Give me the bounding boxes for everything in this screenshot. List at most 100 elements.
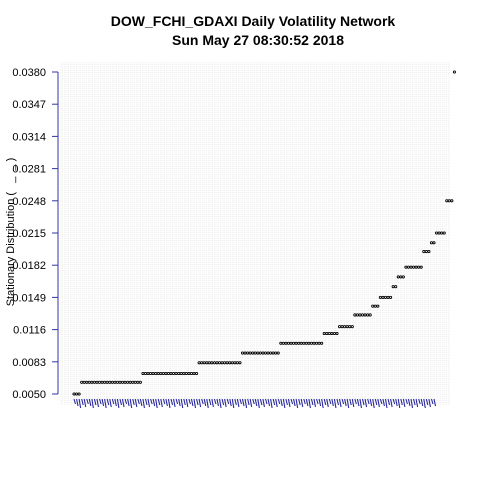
x-tick-label — [272, 398, 276, 406]
x-tick-label — [198, 398, 202, 408]
x-axis — [73, 398, 437, 409]
data-point — [376, 304, 380, 308]
x-tick-label — [78, 398, 82, 409]
x-tick-label — [218, 398, 222, 409]
x-tick-label — [99, 398, 102, 405]
data-point — [320, 341, 324, 345]
x-tick-label — [152, 398, 156, 407]
x-tick-label — [239, 398, 242, 405]
x-tick-label — [224, 398, 227, 408]
x-tick-label — [96, 398, 100, 408]
x-tick-label — [285, 398, 288, 406]
x-tick-label — [356, 398, 360, 407]
data-point — [368, 313, 372, 317]
y-tick-label: 0.0182 — [12, 260, 46, 272]
x-tick-label — [234, 398, 237, 406]
x-tick-label — [201, 398, 204, 405]
x-tick-label — [262, 398, 265, 408]
x-tick-label — [354, 398, 357, 405]
x-tick-label — [231, 398, 235, 409]
x-tick-label — [175, 398, 179, 405]
x-tick-label — [137, 398, 140, 405]
x-tick-label — [142, 398, 145, 409]
x-tick-label — [369, 398, 373, 407]
x-tick-label — [290, 398, 294, 405]
x-tick-label — [119, 398, 122, 406]
x-tick-label — [328, 398, 332, 405]
x-tick-label — [241, 398, 245, 407]
x-tick-label — [318, 398, 322, 407]
y-tick-label: 0.0116 — [13, 325, 46, 337]
y-tick-label: 0.0380 — [12, 67, 46, 79]
x-tick-label — [349, 398, 352, 406]
x-tick-label — [387, 398, 391, 406]
plot-background — [60, 62, 450, 405]
x-tick-label — [364, 398, 368, 408]
x-tick-label — [415, 398, 419, 408]
data-point — [389, 295, 393, 299]
x-tick-label — [88, 398, 92, 407]
y-axis: 0.0050 0.0083 0.0116 0.0149 0.0182 0.0215 0.02… — [12, 67, 59, 401]
x-tick-label — [308, 398, 311, 409]
x-tick-label — [183, 398, 186, 406]
x-tick-label — [213, 398, 217, 405]
x-tick-label — [211, 398, 214, 408]
x-tick-label — [410, 398, 414, 409]
x-tick-label — [129, 398, 133, 409]
data-point — [194, 371, 199, 376]
x-tick-label — [116, 398, 120, 409]
x-tick-label — [298, 398, 301, 406]
x-tick-label — [361, 398, 365, 406]
x-tick-label — [132, 398, 135, 406]
x-tick-label — [167, 398, 171, 409]
x-tick-label — [397, 398, 401, 409]
x-tick-label — [331, 398, 334, 407]
x-tick-label — [270, 398, 273, 409]
x-tick-label — [229, 398, 232, 407]
x-tick-label — [264, 398, 268, 405]
y-tick-label: 0.0347 — [12, 99, 46, 111]
x-tick-label — [341, 398, 345, 405]
x-tick-label — [221, 398, 225, 406]
x-tick-label — [139, 398, 143, 407]
x-tick-label — [216, 398, 220, 407]
x-tick-label — [121, 398, 125, 408]
x-tick-label — [106, 398, 110, 406]
x-tick-label — [267, 398, 271, 407]
data-point — [452, 70, 456, 74]
x-tick-label — [277, 398, 281, 405]
x-tick-label — [114, 398, 117, 407]
x-tick-label — [162, 398, 166, 405]
x-tick-label — [418, 398, 421, 405]
x-tick-label — [259, 398, 263, 406]
x-tick-label — [293, 398, 296, 407]
x-tick-label — [333, 398, 337, 409]
x-tick-label — [305, 398, 309, 407]
x-tick-label — [420, 398, 424, 407]
x-tick-label — [303, 398, 306, 405]
x-tick-label — [247, 398, 250, 406]
x-tick-label — [359, 398, 362, 409]
y-tick-label: 0.0149 — [12, 292, 46, 304]
x-tick-label — [134, 398, 138, 408]
x-tick-label — [178, 398, 181, 407]
x-tick-label — [86, 398, 89, 405]
x-tick-label — [208, 398, 212, 406]
data-point — [401, 275, 405, 279]
x-tick-label — [336, 398, 340, 406]
x-tick-label — [379, 398, 383, 405]
x-tick-label — [257, 398, 260, 409]
y-axis-label: Stationary Distribution ( _ _ ) — [5, 158, 17, 307]
x-tick-label — [93, 398, 97, 406]
x-tick-label — [425, 398, 429, 406]
x-tick-label — [344, 398, 347, 407]
y-tick-label: 0.0248 — [12, 196, 46, 208]
x-tick-label — [313, 398, 317, 408]
x-tick-label — [104, 398, 107, 409]
x-tick-label — [405, 398, 408, 405]
x-tick-label — [395, 398, 398, 407]
x-tick-label — [338, 398, 342, 408]
x-tick-label — [236, 398, 240, 408]
x-tick-label — [287, 398, 291, 408]
